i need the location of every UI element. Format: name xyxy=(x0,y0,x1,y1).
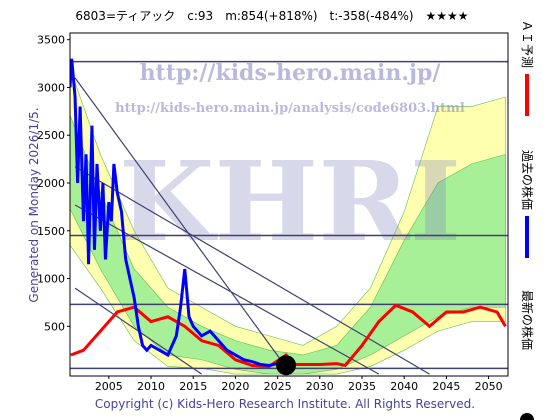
legend-label: 最新の株価 xyxy=(520,290,535,350)
trend-line xyxy=(74,166,430,375)
y-tick-label: 2000 xyxy=(37,177,65,190)
plot-frame xyxy=(69,32,509,377)
y-tick-label: 1000 xyxy=(37,273,65,286)
plot: KHRI http://kids-hero.main.jp/http://kids… xyxy=(70,58,508,375)
x-tick-label: 2040 xyxy=(390,380,418,393)
legend-label: ＡＩ予測 xyxy=(520,20,534,68)
price-line xyxy=(70,58,287,368)
x-tick-label: 2045 xyxy=(432,380,460,393)
y-tick-label: 1500 xyxy=(37,225,65,238)
y-tick-label: 3500 xyxy=(37,34,65,47)
x-tick-label: 2010 xyxy=(137,380,165,393)
copyright: Copyright (c) Kids-Hero Research Institu… xyxy=(95,397,475,411)
x-tick-label: 2050 xyxy=(475,380,503,393)
trend-line xyxy=(74,77,292,375)
x-tick-label: 2015 xyxy=(179,380,207,393)
legend-swatch xyxy=(520,413,534,420)
x-tick-label: 2005 xyxy=(95,380,123,393)
legend-label: 過去の株価 xyxy=(520,150,535,210)
trend-line xyxy=(74,204,380,375)
latest-price xyxy=(276,355,297,376)
x-tick-label: 2020 xyxy=(221,380,249,393)
generated-note: Generated on Monday 2026/1/5. xyxy=(27,107,41,302)
y-tick-label: 3000 xyxy=(37,81,65,94)
watermark-url: http://kids-hero.main.jp/ xyxy=(140,60,442,86)
forecast-band xyxy=(70,114,506,375)
chart-title: 6803=ティアック c:93 m:854(+818%) t:-358(-484… xyxy=(75,9,468,23)
y-tick-label: 2500 xyxy=(37,129,65,142)
x-tick-label: 2035 xyxy=(348,380,376,393)
x-tick-label: 2030 xyxy=(306,380,334,393)
x-tick-label: 2025 xyxy=(264,380,292,393)
watermark-logo: KHRI xyxy=(119,137,461,266)
y-tick-label: 500 xyxy=(44,320,65,333)
watermark-page: http://kids-hero.main.jp/analysis/code68… xyxy=(115,101,465,116)
